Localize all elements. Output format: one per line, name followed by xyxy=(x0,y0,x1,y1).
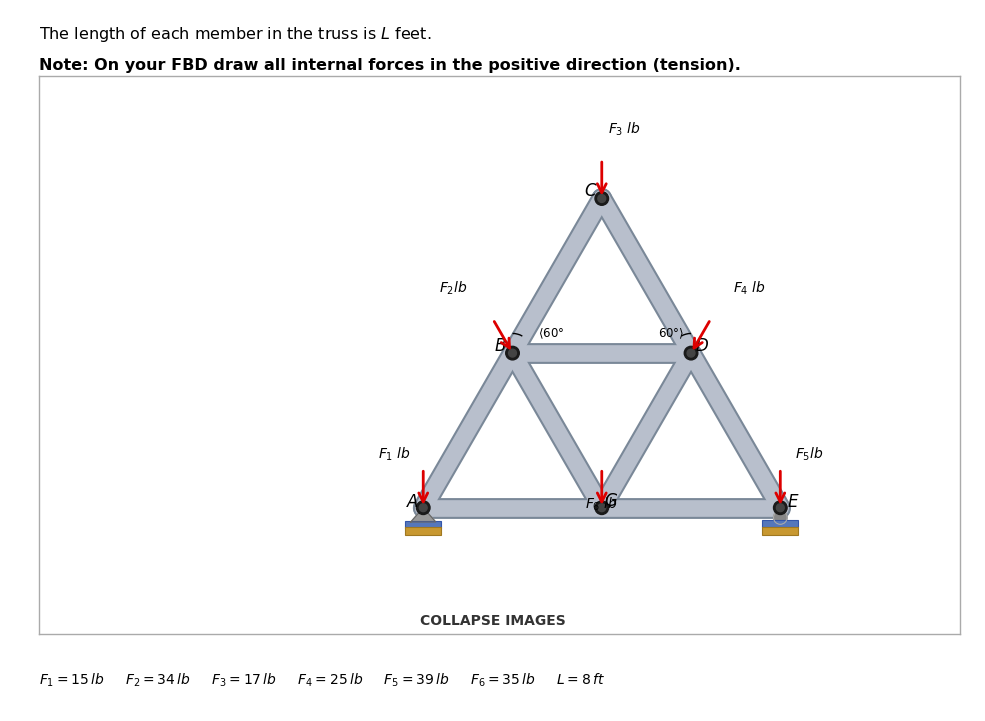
Circle shape xyxy=(776,504,784,512)
Text: $\mathit{D}$: $\mathit{D}$ xyxy=(694,337,709,355)
Text: $\mathit{B}$: $\mathit{B}$ xyxy=(493,337,506,355)
FancyBboxPatch shape xyxy=(406,521,441,528)
Text: Note: On your FBD draw all internal forces in the positive direction (tension).: Note: On your FBD draw all internal forc… xyxy=(39,58,742,73)
Text: The length of each member in the truss is $L$ feet.: The length of each member in the truss i… xyxy=(39,25,431,44)
Text: COLLAPSE IMAGES: COLLAPSE IMAGES xyxy=(420,614,565,628)
Text: $\mathit{G}$: $\mathit{G}$ xyxy=(604,492,618,510)
Circle shape xyxy=(505,346,519,360)
Text: $\langle$60°: $\langle$60° xyxy=(538,326,563,340)
FancyBboxPatch shape xyxy=(762,520,798,527)
Circle shape xyxy=(595,501,609,515)
Text: $F_1 = 15\,lb$     $F_2 = 34\,lb$     $F_3 = 17\,lb$     $F_4 = 25\,lb$     $F_5: $F_1 = 15\,lb$ $F_2 = 34\,lb$ $F_3 = 17\… xyxy=(39,672,606,689)
Text: $F_2$lb: $F_2$lb xyxy=(439,280,468,298)
Circle shape xyxy=(417,501,430,515)
Polygon shape xyxy=(411,508,435,522)
Circle shape xyxy=(598,195,606,203)
Text: $\mathit{C}$: $\mathit{C}$ xyxy=(584,182,598,200)
FancyBboxPatch shape xyxy=(762,527,798,536)
Circle shape xyxy=(595,192,609,205)
Circle shape xyxy=(773,501,787,515)
Text: $\mathit{A}$: $\mathit{A}$ xyxy=(406,493,419,511)
Text: $F_1$ lb: $F_1$ lb xyxy=(378,446,411,463)
Circle shape xyxy=(598,504,606,512)
Circle shape xyxy=(773,510,787,524)
Text: $F_6$ lb: $F_6$ lb xyxy=(585,495,619,513)
Text: $F_3$ lb: $F_3$ lb xyxy=(609,120,641,138)
Circle shape xyxy=(508,349,516,357)
Text: $F_5$lb: $F_5$lb xyxy=(795,446,823,463)
FancyBboxPatch shape xyxy=(406,527,441,536)
Text: $\mathit{E}$: $\mathit{E}$ xyxy=(787,493,799,511)
Circle shape xyxy=(685,346,697,360)
Circle shape xyxy=(420,504,427,512)
Circle shape xyxy=(688,349,695,357)
Text: 60°$\rangle$: 60°$\rangle$ xyxy=(658,326,684,340)
Text: $F_4$ lb: $F_4$ lb xyxy=(734,280,766,298)
